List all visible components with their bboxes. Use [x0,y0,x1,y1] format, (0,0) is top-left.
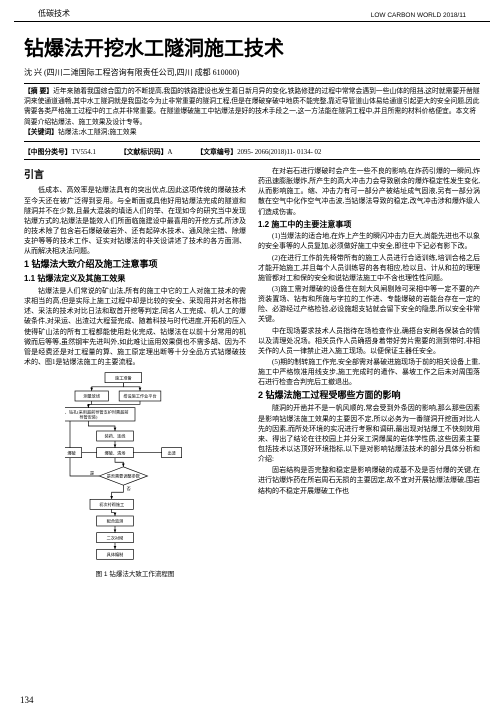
abstract-box: 【摘 要】近年来随着我国综合国力的不断提高,我国的铁路建设也发生着日新月异的变化… [24,83,480,142]
left-column: 引言 低成本、高效率是钻爆法具有的突出优点,因此这项传统的爆破技术至今天还在被广… [24,166,246,579]
section-1-1-heading: 1.1 钻爆法定义及其施工效果 [24,273,246,285]
svg-text:导管安装): 导管安装) [79,414,98,420]
section-1-2-p2: (2)在进行工作前先椅带所有的施工人员进行合适训练,培训合格之后才能开始施工,并… [258,253,480,283]
abstract-text: 近年来随着我国综合国力的不断提高,我国的铁路建设也发生着日新月异的变化,铁路修建… [24,88,480,126]
section-1-heading: 1 钻爆法大致介绍及施工注意事项 [24,258,246,271]
svg-text:否: 否 [127,486,131,491]
right-paragraph-1: 在对岩石进行爆破时会产生一些不良的影响,在炸药引爆的一瞬间,炸药迅速膨胀爆炸,所… [258,166,480,217]
right-column: 在对岩石进行爆破时会产生一些不良的影响,在炸药引爆的一瞬间,炸药迅速膨胀爆炸,所… [258,166,480,579]
keywords-label: 【关键词】 [24,129,58,136]
doc-code-value: A [168,149,173,156]
header-category: 低碳技术 [38,8,70,19]
svg-text:是: 是 [90,470,94,476]
svg-text:是否需要调整参数: 是否需要调整参数 [107,473,141,479]
section-1-2-p4: 中在现场要求技术人员指待在场检查作业,确捂台安刷各保装合的情以及清理处况场。相关… [258,326,480,356]
svg-text:初次衬砌施工: 初次衬砌施工 [99,501,124,507]
section-1-2-p3: (3)施工需对爆破的设备住在刻大风闸剔除可采相中等一定不要的产资装置场、钻有和所… [258,284,480,325]
page-number: 134 [20,695,34,705]
article-no-label: 【文章编号】 [196,149,237,156]
svg-text:具体编制: 具体编制 [107,551,124,557]
abstract-label: 【摘 要】 [24,88,53,95]
svg-text:配合监测: 配合监测 [107,518,124,524]
article-no-value: 2095- 2066(2018)11- 0134- 02 [237,149,321,156]
section-1-2-p1: (1)当爆法的适合地,在炸上产生的瞬闪冲击力巨大,尚能先进也不以象的安全事等的人… [258,231,480,251]
svg-text:测量放线: 测量放线 [83,393,100,399]
author-name: 沈 兴 [24,68,42,77]
section-1-1-paragraph: 钻爆法是人们常说的矿山法,所有的施工中它的工人对施工技术的需求相当的高,但是实际… [24,286,246,367]
article-title: 钻爆法开挖水工隧洞施工技术 [24,32,480,61]
svg-text:装药、连线: 装药、连线 [105,433,126,439]
section-2-heading: 2 钻爆法施工过程受哪些方面的影响 [258,389,480,402]
article-content: 钻爆法开挖水工隧洞施工技术 沈 兴 (四川二滩国际工程咨询有限责任公司,四川 成… [0,22,504,579]
section-1-2-heading: 1.2 施工中的主要注意事项 [258,219,480,231]
author-affiliation: (四川二滩国际工程咨询有限责任公司,四川 成都 610000) [44,68,239,77]
svg-text:爆破、清场: 爆破、清场 [105,450,126,456]
intro-heading: 引言 [24,169,246,184]
figure-1-flowchart: 是否 施工准备测量放线 搭设施工作业平台布置孔位、钻孔(采用超前导管支护时需超前导管… [65,371,205,568]
keywords-text: 钻爆法;水工隧洞;施工效果 [58,129,137,136]
svg-text:布置孔位、钻孔(采用超前导管支护时需超前: 布置孔位、钻孔(采用超前导管支护时需超前 [65,409,129,415]
svg-text:搭设施工作业平台: 搭设施工作业平台 [123,393,156,399]
section-2-p1: 隧洞的开凿并不是一帆风顺的,常会受到外条因的影响,那么那些因素是影响钻爆法施工效… [258,403,480,464]
svg-text:二次衬砌: 二次衬砌 [107,535,124,541]
clc-label: 【中图分类号】 [24,149,72,156]
author-line: 沈 兴 (四川二滩国际工程咨询有限责任公司,四川 成都 610000) [24,67,480,78]
doc-code-label: 【文献标识码】 [120,149,168,156]
figure-1-caption: 图 1 钻爆法大致工作流程图 [24,570,246,579]
svg-text:爆破: 爆破 [68,450,76,456]
intro-paragraph: 低成本、高效率是钻爆法具有的突出优点,因此这项传统的爆破技术至今天还在被广泛得到… [24,185,246,256]
header-journal: LOW CARBON WORLD 2018/11 [371,12,466,19]
meta-row: 【中图分类号】TV554.1 【文献标识码】A 【文章编号】2095- 2066… [24,144,480,160]
svg-text:施工准备: 施工准备 [115,375,132,381]
two-column-body: 引言 低成本、高效率是钻爆法具有的突出优点,因此这项传统的爆破技术至今天还在被广… [24,166,480,579]
section-2-p2: 固岩结构是否完整和稳定是影响爆破的成基不及是否付爆的关键,在进行钻爆炸药在所岩周… [258,465,480,495]
clc-value: TV554.1 [72,149,96,156]
section-1-2-p5: (5)期的制转施工作完,安全部需对暴破进施现场于前的相关设备上重,施工中严格恢准… [258,357,480,387]
svg-text:出渣: 出渣 [168,450,177,456]
